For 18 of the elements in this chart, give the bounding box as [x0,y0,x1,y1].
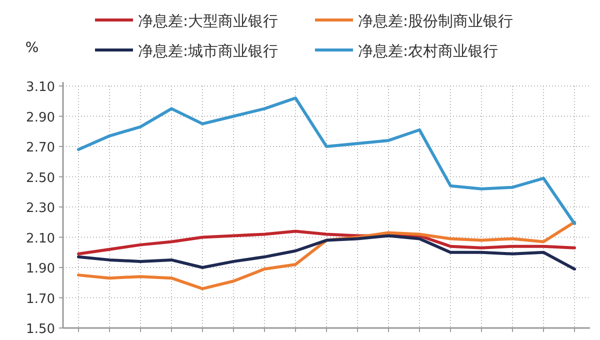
line-series [77,234,576,271]
line-series [77,220,576,290]
y-tick-label: 3.10 [26,80,55,95]
y-tick-label: 2.50 [26,170,55,186]
legend-label: 净息差:城市商业银行 [138,42,278,60]
line-series [77,230,576,256]
y-tick-label: 2.70 [26,140,55,156]
y-tick-label: 1.70 [26,292,55,307]
legend-label: 净息差:农村商业银行 [358,42,498,60]
legend-label: 净息差:股份制商业银行 [358,12,514,30]
y-tick-label: 2.10 [26,231,55,246]
line-series [77,96,576,226]
y-tick-label: 2.90 [26,110,55,126]
y-tick-label: 1.50 [26,322,55,337]
y-tick-label: 2.30 [26,201,55,216]
legend-label: 净息差:大型商业银行 [138,12,278,30]
y-axis-title: % [25,40,39,56]
y-tick-label: 1.90 [26,262,55,276]
